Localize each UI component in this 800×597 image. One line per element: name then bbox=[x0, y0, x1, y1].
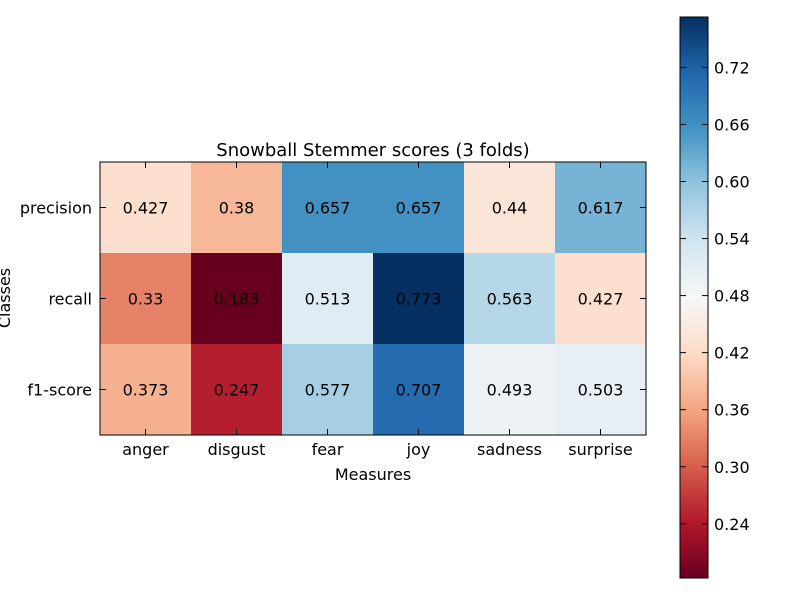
colorbar-tick-label: 0.54 bbox=[714, 230, 750, 249]
heatmap-cell bbox=[282, 162, 374, 254]
heatmap-cell bbox=[282, 253, 374, 345]
y-tick-label: recall bbox=[48, 290, 92, 309]
cell-value-label: 0.33 bbox=[128, 290, 164, 309]
heatmap-cell bbox=[555, 253, 647, 345]
cell-value-label: 0.707 bbox=[396, 381, 442, 400]
x-tick-label: joy bbox=[406, 440, 431, 459]
heatmap-cell bbox=[100, 253, 192, 345]
cell-value-label: 0.183 bbox=[214, 290, 260, 309]
y-tick-label: f1-score bbox=[27, 381, 92, 400]
heatmap-cell bbox=[464, 253, 556, 345]
cell-value-label: 0.427 bbox=[578, 290, 624, 309]
cell-value-label: 0.44 bbox=[492, 199, 528, 218]
heatmap-cell bbox=[464, 344, 556, 436]
cell-value-label: 0.577 bbox=[305, 381, 351, 400]
cell-value-label: 0.503 bbox=[578, 381, 624, 400]
colorbar: 0.24 0.30 0.36 0.42 0.48 0.54 0.60 0.66 0.72 bbox=[679, 16, 750, 579]
cell-value-label: 0.563 bbox=[487, 290, 533, 309]
colorbar-gradient bbox=[679, 16, 709, 579]
colorbar-tick-label: 0.48 bbox=[714, 287, 750, 306]
heatmap-cell bbox=[100, 344, 192, 436]
colorbar-tick-label: 0.72 bbox=[714, 58, 750, 77]
x-axis-ticks: anger disgust fear joy sadness surprise bbox=[122, 162, 633, 459]
x-tick-label: disgust bbox=[208, 440, 266, 459]
heatmap-cell bbox=[464, 162, 556, 254]
y-axis-label: Classes bbox=[0, 268, 14, 328]
heatmap-cell bbox=[100, 162, 192, 254]
heatmap-cell bbox=[373, 162, 465, 254]
cell-value-label: 0.773 bbox=[396, 290, 442, 309]
x-axis-label: Measures bbox=[335, 465, 411, 484]
cell-value-label: 0.38 bbox=[219, 199, 255, 218]
cell-value-label: 0.657 bbox=[396, 199, 442, 218]
colorbar-tick-label: 0.60 bbox=[714, 172, 750, 191]
heatmap-cell bbox=[373, 253, 465, 345]
heatmap-cell bbox=[191, 344, 283, 436]
colorbar-ticks: 0.24 0.30 0.36 0.42 0.48 0.54 0.60 0.66 0.72 bbox=[680, 58, 750, 534]
heatmap-cells: 0.427 0.38 0.657 0.657 0.44 0.617 0.33 0.183 0.5… bbox=[100, 162, 647, 436]
cell-value-label: 0.513 bbox=[305, 290, 351, 309]
cell-value-label: 0.617 bbox=[578, 199, 624, 218]
chart-title: Snowball Stemmer scores (3 folds) bbox=[216, 140, 529, 161]
heatmap-cell bbox=[282, 344, 374, 436]
x-tick-label: fear bbox=[312, 440, 344, 459]
heatmap-cell bbox=[191, 162, 283, 254]
heatmap-cell bbox=[555, 162, 647, 254]
heatmap-cell bbox=[555, 344, 647, 436]
x-tick-label: sadness bbox=[477, 440, 542, 459]
colorbar-tick-label: 0.42 bbox=[714, 344, 750, 363]
colorbar-tick-label: 0.66 bbox=[714, 115, 750, 134]
y-tick-label: precision bbox=[20, 199, 92, 218]
x-tick-label: anger bbox=[122, 440, 169, 459]
heatmap-cell bbox=[191, 253, 283, 345]
cell-value-label: 0.657 bbox=[305, 199, 351, 218]
colorbar-tick-label: 0.36 bbox=[714, 401, 750, 420]
colorbar-tick-label: 0.30 bbox=[714, 458, 750, 477]
colorbar-tick-label: 0.24 bbox=[714, 515, 750, 534]
y-axis-ticks: precision recall f1-score bbox=[20, 199, 646, 400]
cell-value-label: 0.373 bbox=[123, 381, 169, 400]
cell-value-label: 0.427 bbox=[123, 199, 169, 218]
cell-value-label: 0.247 bbox=[214, 381, 260, 400]
x-tick-label: surprise bbox=[568, 440, 632, 459]
heatmap-cell bbox=[373, 344, 465, 436]
cell-value-label: 0.493 bbox=[487, 381, 533, 400]
